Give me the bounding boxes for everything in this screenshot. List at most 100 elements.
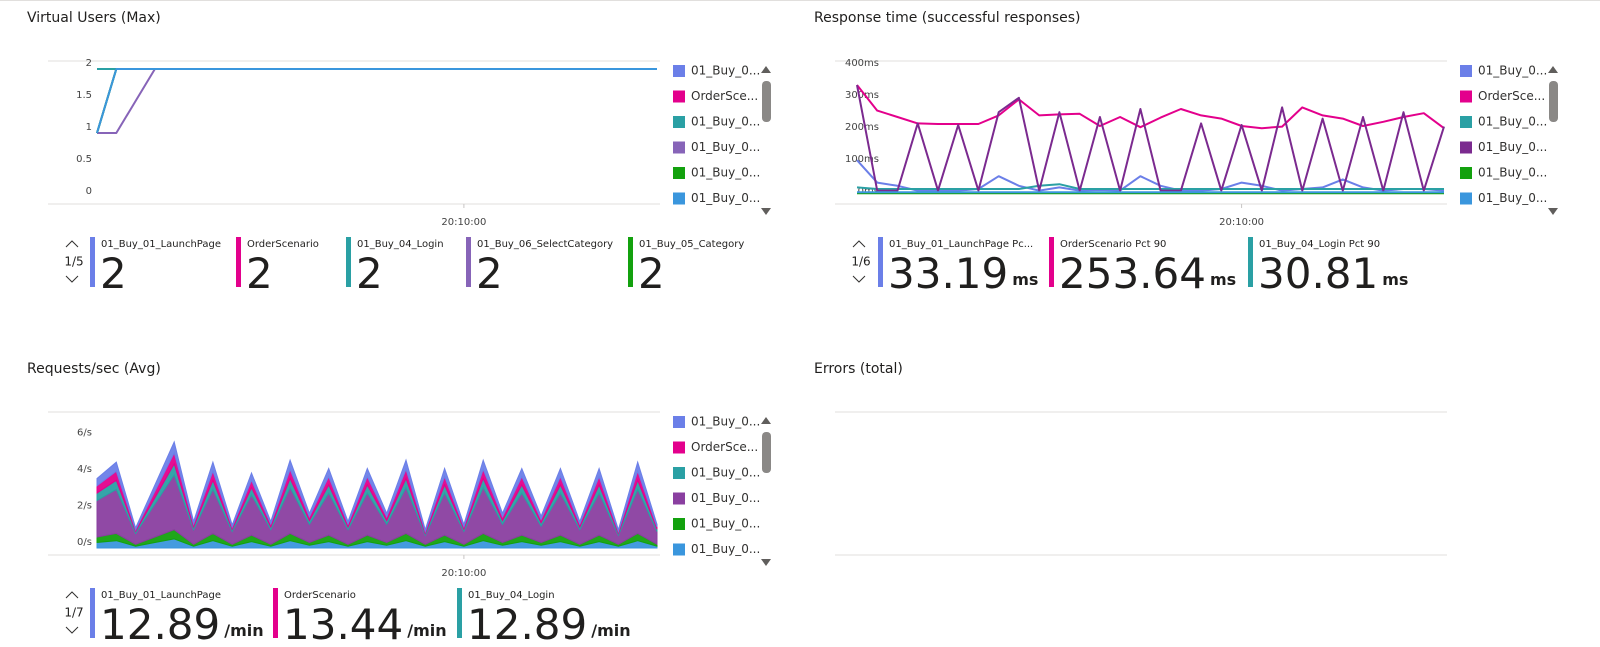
legend-swatch xyxy=(1460,65,1472,77)
summary-bar xyxy=(90,237,95,287)
summary-bar xyxy=(628,237,633,287)
pager-down[interactable] xyxy=(65,275,79,283)
legend-swatch xyxy=(673,65,685,77)
pager-down[interactable] xyxy=(65,626,79,634)
y-tick-label: 0 xyxy=(86,186,92,197)
legend-label[interactable]: 01_Buy_0... xyxy=(1478,191,1547,205)
legend-label[interactable]: 01_Buy_0... xyxy=(1478,115,1547,129)
summary-value: 2 xyxy=(638,249,665,298)
pager: 1/6 xyxy=(851,255,870,269)
legend-swatch xyxy=(1460,90,1472,103)
scroll-down[interactable] xyxy=(761,559,771,566)
y-tick-label: 2/s xyxy=(77,500,92,511)
legend-label[interactable]: 01_Buy_0... xyxy=(691,542,760,556)
scroll-thumb[interactable] xyxy=(762,432,771,473)
legend-swatch xyxy=(673,416,685,428)
pager: 1/5 xyxy=(64,255,83,269)
scroll-up[interactable] xyxy=(761,417,771,424)
scroll-thumb[interactable] xyxy=(762,81,771,122)
scroll-down[interactable] xyxy=(1548,208,1558,215)
legend-swatch xyxy=(673,492,685,505)
summary-value: 253.64 xyxy=(1059,249,1206,298)
x-tick-label: 20:10:00 xyxy=(441,568,486,579)
legend-label[interactable]: 01_Buy_0... xyxy=(691,517,760,531)
scroll-down[interactable] xyxy=(761,208,771,215)
legend-label[interactable]: 01_Buy_0... xyxy=(691,64,760,78)
summary-name: OrderScenario xyxy=(284,590,356,601)
legend-swatch xyxy=(1460,167,1472,179)
legend-label[interactable]: 01_Buy_0... xyxy=(691,466,760,480)
legend-swatch xyxy=(673,192,685,205)
chart-title: Requests/sec (Avg) xyxy=(27,361,161,377)
legend-label[interactable]: 01_Buy_0... xyxy=(691,191,760,205)
legend-swatch xyxy=(673,543,685,556)
series-line xyxy=(96,68,657,134)
summary-value: 30.81 xyxy=(1258,249,1378,298)
summary-bar xyxy=(90,588,95,638)
summary-name: 01_Buy_06_SelectCategory xyxy=(477,239,613,250)
legend-label[interactable]: 01_Buy_0... xyxy=(1478,140,1547,154)
legend-label[interactable]: 01_Buy_0... xyxy=(691,140,760,154)
legend-swatch xyxy=(673,141,685,154)
scroll-up[interactable] xyxy=(1548,66,1558,73)
summary-name: OrderScenario Pct 90 xyxy=(1060,239,1166,250)
summary-value: 13.44 xyxy=(283,600,403,647)
summary-unit: ms xyxy=(1210,270,1236,289)
scroll-thumb[interactable] xyxy=(1549,81,1558,122)
series-line xyxy=(856,84,1445,192)
legend-swatch xyxy=(673,90,685,103)
summary-unit: /min xyxy=(407,621,446,640)
series-line xyxy=(96,68,657,134)
y-tick-label: 2 xyxy=(86,58,92,69)
legend-label[interactable]: 01_Buy_0... xyxy=(1478,64,1547,78)
legend-label[interactable]: 01_Buy_0... xyxy=(691,115,760,129)
legend-swatch xyxy=(673,518,685,530)
legend-swatch xyxy=(673,441,685,454)
legend-label[interactable]: 01_Buy_0... xyxy=(1478,166,1547,180)
summary-bar xyxy=(1049,237,1054,287)
summary-bar xyxy=(466,237,471,287)
legend-swatch xyxy=(673,167,685,179)
summary-bar xyxy=(457,588,462,638)
legend-swatch xyxy=(673,116,685,128)
summary-name: 01_Buy_01_LaunchPage Pc... xyxy=(889,239,1033,250)
series-line xyxy=(96,68,657,134)
pager: 1/7 xyxy=(64,606,83,620)
summary-unit: /min xyxy=(591,621,630,640)
y-tick-label: 6/s xyxy=(77,427,92,438)
summary-name: 01_Buy_01_LaunchPage xyxy=(101,590,221,601)
legend-label[interactable]: OrderSce... xyxy=(1478,89,1545,103)
y-tick-label: 1.5 xyxy=(76,90,92,101)
summary-value: 12.89 xyxy=(100,600,220,647)
pager-up[interactable] xyxy=(852,240,866,248)
pager-down[interactable] xyxy=(852,275,866,283)
y-tick-label: 100ms xyxy=(845,154,879,165)
legend-label[interactable]: 01_Buy_0... xyxy=(691,491,760,505)
legend-label[interactable]: 01_Buy_0... xyxy=(691,415,760,429)
y-tick-label: 4/s xyxy=(77,464,92,475)
chart-title: Response time (successful responses) xyxy=(814,10,1080,26)
y-tick-label: 200ms xyxy=(845,122,879,133)
summary-name: 01_Buy_04_Login xyxy=(357,239,444,250)
pager-up[interactable] xyxy=(65,591,79,599)
pager-up[interactable] xyxy=(65,240,79,248)
scroll-up[interactable] xyxy=(761,66,771,73)
summary-unit: ms xyxy=(1382,270,1408,289)
series-area xyxy=(96,440,658,534)
series-line xyxy=(856,183,1444,190)
y-tick-label: 0/s xyxy=(77,537,92,548)
x-tick-label: 20:10:00 xyxy=(441,217,486,228)
legend-label[interactable]: OrderSce... xyxy=(691,89,758,103)
summary-value: 2 xyxy=(476,249,503,298)
summary-name: 01_Buy_04_Login Pct 90 xyxy=(1259,239,1380,250)
summary-value: 33.19 xyxy=(888,249,1008,298)
legend-label[interactable]: OrderSce... xyxy=(691,440,758,454)
summary-value: 2 xyxy=(246,249,273,298)
chart-title: Virtual Users (Max) xyxy=(27,10,161,26)
summary-bar xyxy=(273,588,278,638)
y-tick-label: 300ms xyxy=(845,90,879,101)
chart-title: Errors (total) xyxy=(814,361,903,377)
legend-label[interactable]: 01_Buy_0... xyxy=(691,166,760,180)
series-line xyxy=(97,68,657,134)
